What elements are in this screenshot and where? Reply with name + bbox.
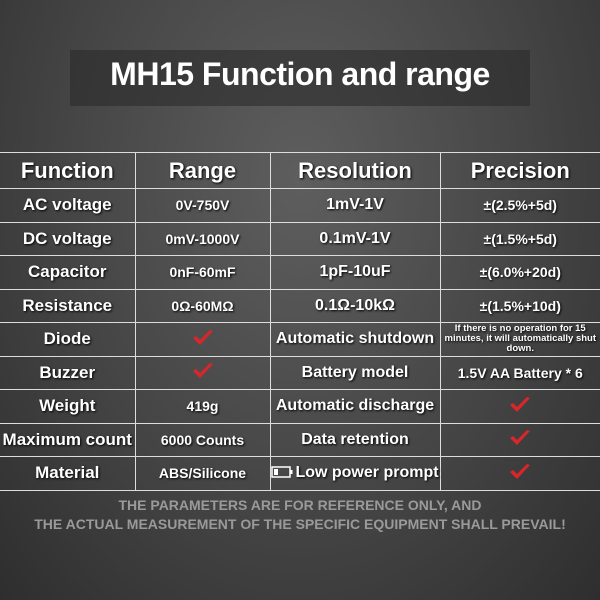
table-row: Capacitor 0nF-60mF 1pF-10uF ±(6.0%+20d) — [0, 255, 600, 290]
table-row: Diode Automatic shutdown If there is no op… — [0, 322, 600, 357]
table-cell — [439, 456, 600, 491]
cell-text: Maximum count — [2, 429, 132, 449]
cell-text: 1.5V AA Battery * 6 — [457, 364, 583, 381]
table-cell: Material — [0, 456, 136, 491]
spec-table: Function Range Resolution Precision AC v… — [0, 152, 600, 491]
table-cell: ±(1.5%+5d) — [439, 221, 600, 256]
cell-text: Battery model — [301, 363, 409, 381]
footer-line: THE PARAMETERS ARE FOR REFERENCE ONLY, A… — [118, 497, 482, 513]
table-cell: 0nF-60mF — [134, 255, 271, 290]
footer: THE PARAMETERS ARE FOR REFERENCE ONLY, A… — [0, 496, 600, 534]
cell-text: Material — [35, 463, 100, 483]
cell-text: ±(2.5%+5d) — [483, 197, 557, 214]
column-header: Function — [0, 152, 136, 189]
cell-text: DC voltage — [22, 228, 112, 248]
cell-text: Low power prompt — [295, 464, 439, 482]
cell-text: AC voltage — [22, 195, 112, 215]
title: MH15 Function and range — [110, 56, 490, 92]
table-cell — [439, 422, 600, 457]
table-cell: ABS/Silicone — [134, 456, 271, 491]
table-cell: 1mV-1V — [269, 188, 441, 223]
cell-text: ±(1.5%+5d) — [483, 230, 557, 247]
table-cell: 6000 Counts — [134, 422, 271, 457]
check-icon — [192, 363, 213, 379]
table-cell: 419g — [134, 389, 271, 424]
table-cell: ±(2.5%+5d) — [439, 188, 600, 223]
cell-text: 0nF-60mF — [169, 264, 236, 281]
table-row: Material ABS/Silicone Low power prompt — [0, 456, 600, 491]
table-cell: Data retention — [269, 422, 441, 457]
cell-text: 0V-750V — [175, 197, 230, 214]
cell-text: Capacitor — [28, 262, 107, 282]
cell-text: Automatic shutdown — [275, 330, 435, 348]
cell-text: 419g — [186, 398, 219, 415]
check-icon — [510, 430, 531, 446]
table-cell: AC voltage — [0, 188, 136, 223]
table-cell: Automatic discharge — [269, 389, 441, 424]
column-header: Range — [134, 152, 271, 189]
table-cell: DC voltage — [0, 221, 136, 256]
table-cell: If there is no operation for 15 minutes,… — [439, 322, 600, 357]
table-row: AC voltage 0V-750V 1mV-1V ±(2.5%+5d) — [0, 188, 600, 223]
cell-text: If there is no operation for 15 minutes,… — [444, 323, 597, 355]
cell-text: ±(1.5%+10d) — [479, 297, 561, 314]
cell-text: Automatic discharge — [275, 397, 435, 415]
table-cell: ±(6.0%+20d) — [439, 255, 600, 290]
table-cell: Automatic shutdown — [269, 322, 441, 357]
table-cell — [439, 389, 600, 424]
battery-icon — [271, 466, 293, 478]
table-cell: 0.1mV-1V — [269, 221, 441, 256]
cell-text: 0mV-1000V — [165, 230, 240, 247]
footer-line: THE ACTUAL MEASUREMENT OF THE SPECIFIC E… — [34, 516, 566, 532]
table-cell: Weight — [0, 389, 136, 424]
cell-text: 1pF-10uF — [319, 263, 391, 281]
cell-text: 0Ω-60MΩ — [171, 297, 234, 314]
cell-text: ABS/Silicone — [158, 465, 247, 482]
table-cell: 0.1Ω-10kΩ — [269, 288, 441, 323]
cell-text: ±(6.0%+20d) — [479, 264, 561, 281]
table-cell: ±(1.5%+10d) — [439, 288, 600, 323]
table-cell: 0V-750V — [134, 188, 271, 223]
table-row: DC voltage 0mV-1000V 0.1mV-1V ±(1.5%+5d) — [0, 221, 600, 256]
cell-text: Weight — [39, 396, 96, 416]
cell-text: Diode — [43, 329, 91, 349]
header-row: Function Range Resolution Precision — [0, 152, 600, 189]
table-cell — [134, 355, 271, 390]
table-cell: Buzzer — [0, 355, 136, 390]
table-cell: Low power prompt — [269, 456, 441, 491]
table-cell: Maximum count — [0, 422, 136, 457]
table-cell: 0Ω-60MΩ — [134, 288, 271, 323]
column-header: Precision — [439, 152, 600, 189]
check-icon — [192, 329, 213, 345]
table-cell: Resistance — [0, 288, 136, 323]
table-row: Weight 419g Automatic discharge — [0, 389, 600, 424]
table-row: Buzzer Battery model 1.5V AA Battery * 6 — [0, 355, 600, 390]
cell-text: Data retention — [301, 430, 409, 448]
table-cell: 0mV-1000V — [134, 221, 271, 256]
table-cell — [134, 322, 271, 357]
cell-text: 0.1mV-1V — [319, 229, 391, 247]
cell-text: Resistance — [22, 295, 113, 315]
table-cell: 1.5V AA Battery * 6 — [439, 355, 600, 390]
cell-text: 1mV-1V — [326, 196, 384, 214]
table-cell: Capacitor — [0, 255, 136, 290]
check-icon — [510, 463, 531, 479]
table-row: Maximum count 6000 Counts Data retention — [0, 422, 600, 457]
cell-text: 0.1Ω-10kΩ — [315, 296, 395, 314]
table-row: Resistance 0Ω-60MΩ 0.1Ω-10kΩ ±(1.5%+10d) — [0, 288, 600, 323]
table-cell: 1pF-10uF — [269, 255, 441, 290]
table-cell: Diode — [0, 322, 136, 357]
column-header: Resolution — [269, 152, 441, 189]
title-band — [70, 50, 530, 106]
cell-text: 6000 Counts — [160, 431, 245, 448]
cell-text: Buzzer — [39, 362, 96, 382]
check-icon — [510, 396, 531, 412]
table-cell: Battery model — [269, 355, 441, 390]
